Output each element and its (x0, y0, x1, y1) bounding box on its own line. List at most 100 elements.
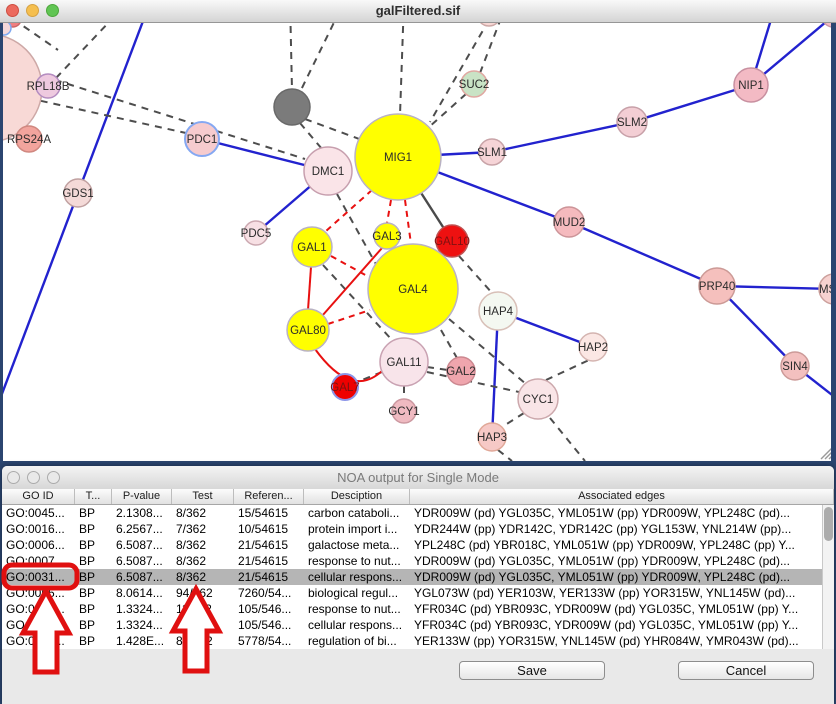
cell-type: BP (79, 570, 96, 584)
node-GCY1[interactable] (391, 398, 417, 424)
window-title: galFiltered.sif (375, 3, 461, 18)
table-row[interactable]: GO:0045... BP 2.1308... 8/362 15/54615 carbon… (2, 505, 834, 521)
node-label-PRP40: PRP40 (699, 281, 735, 293)
column-header-test[interactable]: Test (172, 489, 234, 504)
node-label-RPL18B: RPL18B (27, 81, 70, 93)
node-GAL10[interactable] (435, 224, 469, 258)
node-GAL4[interactable] (367, 243, 459, 335)
node-NIP1[interactable] (733, 67, 769, 103)
edge-dash (304, 118, 363, 141)
table-row[interactable]: GO:0031... BP 6.5087... 8/362 21/54615 cellul… (2, 569, 834, 585)
node-DMC1[interactable] (303, 146, 353, 196)
column-header-edges[interactable]: Associated edges (410, 489, 834, 504)
node-GDS1[interactable] (63, 178, 93, 208)
node-RPL18B[interactable] (35, 73, 61, 99)
resize-grip-icon[interactable] (820, 448, 831, 460)
vertical-scrollbar[interactable] (822, 505, 834, 649)
close-button[interactable] (6, 4, 19, 17)
cell-go_id: GO:0045... (6, 506, 65, 520)
node-label-GDS1: GDS1 (62, 188, 93, 200)
node-label-HAP3: HAP3 (477, 432, 507, 444)
edge-dash (426, 371, 520, 393)
node-label-GCY1: GCY1 (388, 406, 419, 418)
node-GAL7[interactable] (331, 373, 359, 401)
node-label-SIN4: SIN4 (782, 361, 808, 373)
edge-dash (440, 329, 458, 359)
node-MSL1[interactable] (818, 273, 831, 305)
edge-dash (322, 264, 393, 341)
node-CYC1[interactable] (517, 378, 559, 420)
zoom-button[interactable] (46, 4, 59, 17)
node-GAL1[interactable] (291, 226, 333, 268)
cell-reference: 7260/54... (238, 586, 292, 600)
table-row[interactable]: GO:0050... BP 1.428E... 80/362 5778/54... reg… (2, 633, 834, 649)
minimize-button[interactable] (27, 471, 40, 484)
cell-edges: YER133W (pp) YOR315W, YNL145W (pd) YHR08… (414, 634, 799, 648)
edge-dash (448, 318, 527, 385)
table-row[interactable]: GO:0006... BP 6.5087... 8/362 21/54615 galact… (2, 537, 834, 553)
node-label-GAL11: GAL11 (387, 357, 422, 369)
cell-test: 11/362 (176, 618, 212, 632)
scrollbar-thumb[interactable] (824, 507, 833, 541)
cell-test: 94/362 (176, 586, 213, 600)
main-window-titlebar[interactable]: galFiltered.sif (0, 0, 836, 23)
column-header-reference[interactable]: Referen... (234, 489, 304, 504)
edge-blue (491, 120, 633, 154)
table-row[interactable]: GO:0065... BP 8.0614... 94/362 7260/54... bio… (2, 585, 834, 601)
table-row[interactable]: GO:0007... BP 6.5087... 8/362 21/54615 respon… (2, 553, 834, 569)
edge-dash (458, 255, 494, 295)
zoom-button[interactable] (47, 471, 60, 484)
minimize-button[interactable] (26, 4, 39, 17)
cancel-button[interactable]: Cancel (678, 661, 814, 680)
column-header-go_id[interactable]: GO ID (2, 489, 75, 504)
cell-edges: YDR009W (pd) YGL035C, YML051W (pp) YDR00… (414, 554, 790, 568)
network-canvas[interactable]: RPL18B RPS24A GDS1 PDC1 DMC1 MIG1 SUC2 SLM1 SLM2… (3, 22, 831, 461)
node-PDC5[interactable] (243, 220, 269, 246)
node-HAP3[interactable] (477, 422, 507, 452)
noa-titlebar[interactable]: NOA output for Single Mode (2, 466, 834, 490)
node-SLM2[interactable] (616, 106, 648, 138)
node-HAP2[interactable] (578, 332, 608, 362)
node-GAL11[interactable] (379, 337, 429, 387)
node-SIN4[interactable] (780, 351, 810, 381)
node-RPS24A[interactable] (15, 125, 43, 153)
edge-dash (427, 93, 467, 129)
save-button[interactable]: Save (459, 661, 605, 680)
table-row[interactable]: GO:0031... BP 1.3324... 11/362 105/546... res… (2, 601, 834, 617)
resize-grip-icon[interactable] (828, 456, 831, 460)
node-HAP4[interactable] (478, 291, 518, 331)
node-PDC1[interactable] (184, 121, 220, 157)
cell-description: carbon cataboli... (308, 506, 400, 520)
node-cut-topright[interactable] (822, 22, 831, 28)
node-GAL2[interactable] (446, 356, 476, 386)
node-GAL3[interactable] (373, 222, 401, 250)
noa-window-title: NOA output for Single Mode (337, 470, 499, 485)
node-SLM1[interactable] (478, 138, 506, 166)
close-button[interactable] (7, 471, 20, 484)
node-PRP40[interactable] (698, 267, 736, 305)
node-GAL80[interactable] (286, 308, 330, 352)
node-cut-topleft-blue[interactable] (3, 22, 12, 36)
node-MUD2[interactable] (553, 206, 585, 238)
cell-test: 80/362 (176, 634, 213, 648)
table-row[interactable]: GO:0031... BP 1.3324... 11/362 105/546... cel… (2, 617, 834, 633)
edge-dash (336, 193, 378, 267)
node-label-MUD2: MUD2 (553, 217, 586, 229)
node-MIG1[interactable] (354, 113, 442, 201)
noa-output-window: NOA output for Single Mode GO ID T... P-va… (2, 466, 834, 704)
cell-edges: YDR009W (pd) YGL035C, YML051W (pp) YDR00… (414, 506, 790, 520)
node-SUC2[interactable] (460, 70, 488, 98)
cell-description: response to nut... (308, 554, 401, 568)
column-header-p_value[interactable]: P-value (112, 489, 172, 504)
node-label-HAP2: HAP2 (578, 342, 608, 354)
edge-red (307, 266, 312, 311)
table-row[interactable]: GO:0016... BP 6.2567... 7/362 10/54615 protei… (2, 521, 834, 537)
column-header-type[interactable]: T... (75, 489, 112, 504)
edge-dash (429, 22, 489, 123)
cell-reference: 21/54615 (238, 554, 289, 568)
network-graph: RPL18B RPS24A GDS1 PDC1 DMC1 MIG1 SUC2 SLM1 SLM2… (3, 22, 831, 461)
cell-p_value: 6.5087... (116, 554, 163, 568)
resize-grip-icon[interactable] (824, 452, 831, 460)
node-gray-node[interactable] (273, 88, 311, 126)
column-header-description[interactable]: Desciption (304, 489, 410, 504)
